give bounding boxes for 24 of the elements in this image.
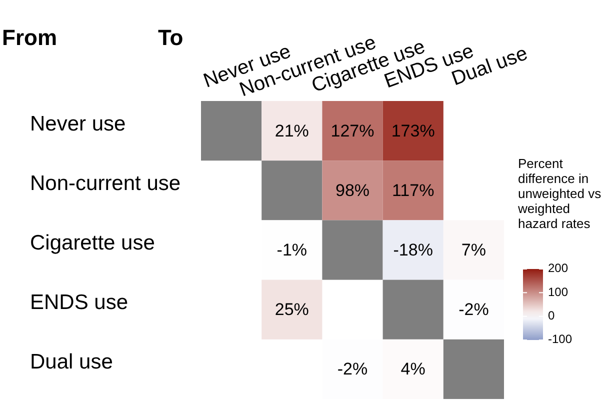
color-bar-label: 0 xyxy=(548,308,555,323)
data-label: 173% xyxy=(391,121,435,140)
data-label: 98% xyxy=(335,180,370,200)
data-label: 7% xyxy=(461,240,486,260)
color-bar-label: -100 xyxy=(548,332,572,346)
data-label: 117% xyxy=(392,180,434,200)
data-label: -2% xyxy=(458,300,489,320)
data-label: -2% xyxy=(337,360,368,379)
data-label: 25% xyxy=(274,300,309,320)
data-label: -18% xyxy=(393,240,433,260)
data-label: 21% xyxy=(274,121,309,140)
y-tick-label: Never use xyxy=(30,112,126,136)
y-tick-label: Dual use xyxy=(30,350,113,374)
data-label: 4% xyxy=(400,360,426,379)
text: To xyxy=(158,25,184,50)
color-bar-title: Percent difference in unweighted vs weighted hazard rates xyxy=(517,156,602,231)
y-tick-label: Non-current use xyxy=(30,172,181,195)
color-bar-label: 200 xyxy=(548,261,568,276)
data-label: -1% xyxy=(276,240,308,260)
color-bar-label: 100 xyxy=(548,284,568,299)
y-tick-label: Cigarette use xyxy=(30,232,155,255)
data-label: 127% xyxy=(330,121,374,140)
y-tick-label: ENDS use xyxy=(30,291,128,314)
text: From xyxy=(2,25,57,50)
